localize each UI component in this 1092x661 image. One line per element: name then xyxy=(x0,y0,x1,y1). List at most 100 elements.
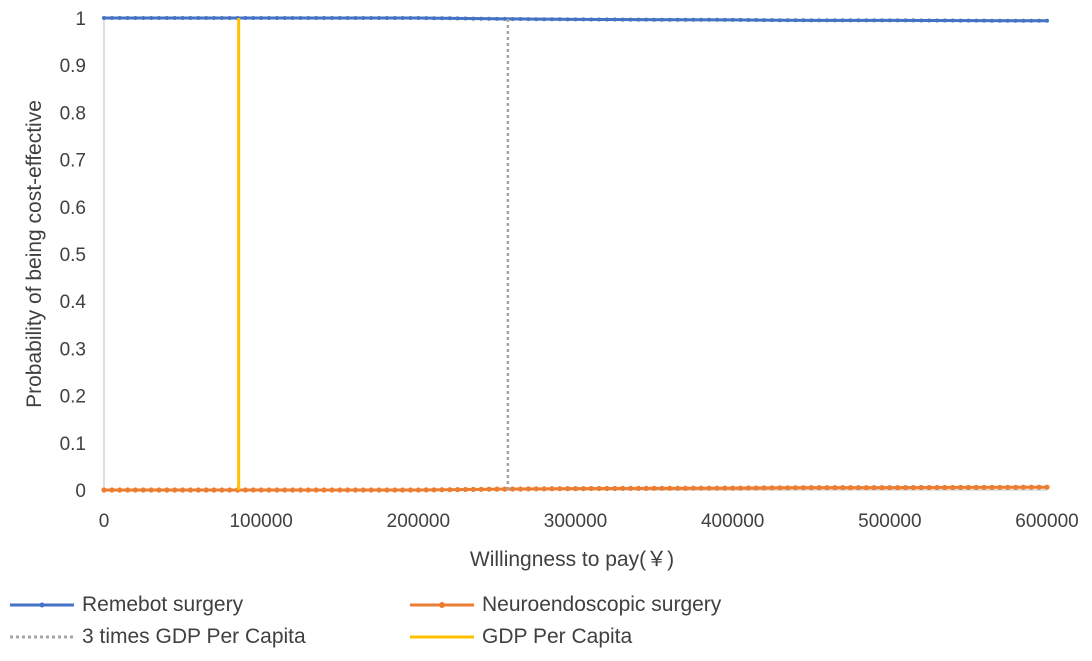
x-tick-label: 200000 xyxy=(387,511,450,532)
legend-swatch-3x-gdp xyxy=(10,635,74,639)
data-point xyxy=(667,485,673,491)
data-point xyxy=(369,16,374,20)
data-point xyxy=(777,485,783,491)
data-point xyxy=(785,18,790,23)
data-point xyxy=(848,18,853,23)
data-point xyxy=(196,16,201,20)
data-point xyxy=(525,486,532,492)
data-point xyxy=(793,18,798,23)
data-point xyxy=(431,487,437,493)
data-point xyxy=(581,17,586,22)
data-point xyxy=(817,18,822,23)
data-point xyxy=(557,486,563,492)
data-point xyxy=(855,485,862,491)
data-point xyxy=(314,16,319,20)
data-point xyxy=(627,485,634,491)
data-point xyxy=(502,16,507,21)
data-point xyxy=(801,18,806,23)
data-point xyxy=(353,16,358,20)
x-tick-label: 0 xyxy=(99,511,110,532)
data-point xyxy=(195,487,201,493)
data-point xyxy=(376,487,382,493)
x-tick-label: 100000 xyxy=(229,511,292,532)
data-point xyxy=(479,16,484,21)
data-point xyxy=(542,17,547,22)
data-point xyxy=(361,16,366,20)
data-point xyxy=(1036,484,1042,490)
data-point xyxy=(753,485,759,491)
data-point xyxy=(761,485,767,491)
data-point xyxy=(533,486,539,492)
data-point xyxy=(754,18,759,22)
data-point xyxy=(762,18,767,23)
y-tick-label: 0.1 xyxy=(60,434,86,455)
data-point xyxy=(305,487,311,493)
data-point xyxy=(565,17,570,22)
data-point xyxy=(770,18,774,23)
data-point xyxy=(926,484,932,491)
data-point xyxy=(203,487,209,493)
data-point xyxy=(683,17,688,22)
data-point xyxy=(809,18,814,23)
data-point xyxy=(250,487,256,493)
data-point xyxy=(117,487,123,493)
data-point xyxy=(486,486,492,492)
data-point xyxy=(447,16,452,21)
data-point xyxy=(1029,18,1034,23)
x-tick-label: 300000 xyxy=(544,511,607,532)
data-point xyxy=(800,485,807,491)
data-point xyxy=(746,18,751,22)
data-point xyxy=(549,486,555,492)
legend-item-gdp: GDP Per Capita xyxy=(410,622,632,652)
legend-label-remebot: Remebot surgery xyxy=(82,593,244,616)
data-point xyxy=(1037,18,1042,23)
data-point xyxy=(832,18,837,23)
data-point xyxy=(722,17,727,22)
data-point xyxy=(400,487,406,493)
data-point xyxy=(282,16,287,20)
data-point xyxy=(1005,484,1011,490)
data-point xyxy=(651,485,657,491)
data-point xyxy=(973,484,979,490)
x-axis-ticks: 0 100000 200000 300000 400000 500000 600000 xyxy=(99,511,1079,532)
data-point xyxy=(707,17,712,22)
data-point xyxy=(470,486,476,492)
data-point xyxy=(880,18,884,23)
data-point xyxy=(298,16,303,20)
legend-item-remebot: Remebot surgery xyxy=(10,590,243,620)
data-point xyxy=(502,486,508,492)
data-point xyxy=(125,16,130,20)
data-point xyxy=(455,16,460,21)
data-point xyxy=(212,16,216,20)
data-point xyxy=(274,16,279,20)
data-point xyxy=(895,485,901,491)
data-point xyxy=(824,485,830,491)
y-tick-label: 0.6 xyxy=(60,198,86,219)
data-point xyxy=(219,16,224,20)
data-point xyxy=(416,16,421,20)
data-point xyxy=(149,16,154,20)
data-point xyxy=(140,487,146,493)
data-point xyxy=(557,17,562,22)
data-point xyxy=(628,17,633,22)
chart: 0 0.1 0.2 0.3 0.4 0.5 0.6 0.7 0.8 0.9 1 0 100000 200… xyxy=(23,9,1079,571)
data-point xyxy=(172,16,177,20)
y-tick-label: 0.4 xyxy=(60,292,87,313)
data-point xyxy=(439,487,445,493)
data-point xyxy=(510,17,515,21)
data-point xyxy=(863,485,869,491)
data-point xyxy=(659,17,664,22)
series-remebot-surgery xyxy=(102,16,1049,23)
data-point xyxy=(242,487,248,493)
legend-label-3x-gdp: 3 times GDP Per Capita xyxy=(82,625,306,648)
data-point xyxy=(157,16,161,20)
legend: Remebot surgery Neuroendoscopic surgery … xyxy=(10,590,1080,654)
data-point xyxy=(596,485,602,492)
data-point xyxy=(141,16,146,20)
x-axis-title: Willingness to pay(￥) xyxy=(470,548,674,571)
data-point xyxy=(172,487,178,493)
data-point xyxy=(368,487,374,493)
data-point xyxy=(360,487,366,493)
data-point xyxy=(887,485,893,491)
data-point xyxy=(117,16,122,20)
